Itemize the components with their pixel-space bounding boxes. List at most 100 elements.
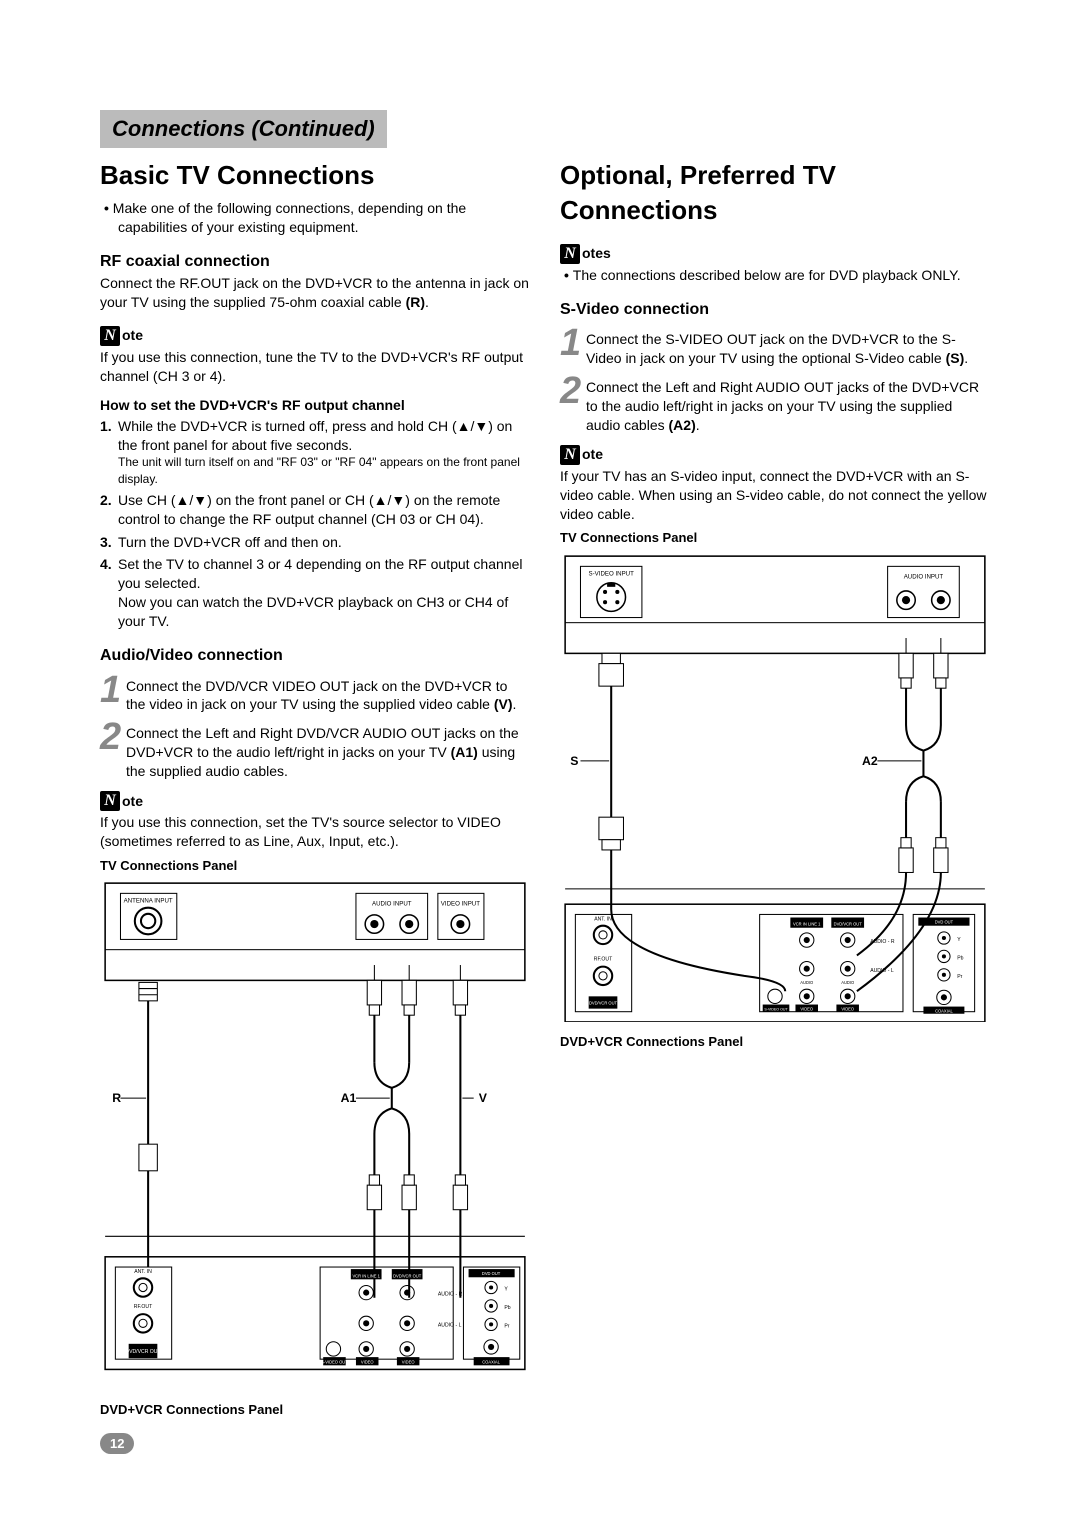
svg-text:DVD OUT: DVD OUT <box>935 920 954 925</box>
svg-text:DVD/VCR OUT: DVD/VCR OUT <box>589 1001 618 1006</box>
sv-step2-text: Connect the Left and Right AUDIO OUT jac… <box>586 376 990 435</box>
bignum-2-icon: 2 <box>100 722 126 781</box>
av-step-2: 2 Connect the Left and Right DVD/VCR AUD… <box>100 722 530 781</box>
svg-text:AUDIO INPUT: AUDIO INPUT <box>372 901 412 908</box>
sv-step-2: 2 Connect the Left and Right AUDIO OUT j… <box>560 376 990 435</box>
rf-body-bold: (R) <box>406 294 425 310</box>
page-header-bar: Connections (Continued) <box>100 110 387 148</box>
svg-text:ANT. IN: ANT. IN <box>594 917 612 923</box>
svg-text:Y: Y <box>957 937 961 943</box>
note1-badge: N ote <box>100 326 143 346</box>
note-icon: N <box>560 445 580 465</box>
svg-text:AUDIO INPUT: AUDIO INPUT <box>904 574 944 581</box>
svg-text:VCR IN LINE 1: VCR IN LINE 1 <box>793 922 821 927</box>
svg-text:DVD/VCR OUT: DVD/VCR OUT <box>834 922 863 927</box>
right-notes-list: The connections described below are for … <box>560 266 990 285</box>
sv-s1a: Connect the S-VIDEO OUT jack on the DVD+… <box>586 331 956 366</box>
rf-body-c: . <box>425 294 429 310</box>
svg-text:Pr: Pr <box>957 974 962 980</box>
svg-text:AUDIO: AUDIO <box>800 980 813 985</box>
rf-heading: RF coaxial connection <box>100 251 530 273</box>
notes-label: otes <box>582 244 611 263</box>
svg-text:A1: A1 <box>341 1092 357 1106</box>
svg-text:COAXIAL: COAXIAL <box>935 1009 953 1014</box>
av-s1a: Connect the DVD/VCR VIDEO OUT jack on th… <box>126 678 507 713</box>
left-intro-list: Make one of the following connections, d… <box>100 199 530 237</box>
av-step2-text: Connect the Left and Right DVD/VCR AUDIO… <box>126 722 530 781</box>
svg-text:VIDEO: VIDEO <box>361 1360 374 1365</box>
howto-step-4: 4.Set the TV to channel 3 or 4 depending… <box>118 555 530 631</box>
left-diagram: ANTENNA INPUT AUDIO INPUT VIDEO INPUT <box>100 878 530 1390</box>
av-heading: Audio/Video connection <box>100 645 530 667</box>
svg-text:AUDIO - R: AUDIO - R <box>438 1292 463 1298</box>
right-note-badge: N ote <box>560 445 603 465</box>
sv-s2b: (A2) <box>669 417 696 433</box>
content-columns: Basic TV Connections Make one of the fol… <box>100 158 990 1455</box>
howto-s4b: Now you can watch the DVD+VCR playback o… <box>118 593 530 631</box>
right-note-body: If your TV has an S-video input, connect… <box>560 467 990 524</box>
sv-s2c: . <box>696 417 700 433</box>
svg-text:S-VIDEO OUT: S-VIDEO OUT <box>764 1008 788 1012</box>
av-s1c: . <box>513 696 517 712</box>
bignum-2-icon: 2 <box>560 376 586 435</box>
svg-text:AUDIO - L: AUDIO - L <box>870 968 894 974</box>
howto-heading: How to set the DVD+VCR's RF output chann… <box>100 396 530 415</box>
svg-text:DVD/VCR OUT: DVD/VCR OUT <box>393 1274 422 1279</box>
svg-text:AUDIO - R: AUDIO - R <box>870 939 895 945</box>
howto-step-3: 3.Turn the DVD+VCR off and then on. <box>118 533 530 552</box>
left-intro-bullet: Make one of the following connections, d… <box>118 199 530 237</box>
svg-text:R: R <box>112 1092 121 1106</box>
right-title: Optional, Preferred TV Connections <box>560 158 990 228</box>
svg-text:S-VIDEO INPUT: S-VIDEO INPUT <box>589 571 635 578</box>
sv-s1c: . <box>964 350 968 366</box>
left-panel1-label: TV Connections Panel <box>100 857 530 875</box>
right-notes-bullet: The connections described below are for … <box>578 266 990 285</box>
bignum-1-icon: 1 <box>560 328 586 368</box>
right-diagram: S-VIDEO INPUT AUDIO INPUT S A2 <box>560 551 990 1022</box>
svg-text:COAXIAL: COAXIAL <box>482 1360 500 1365</box>
svg-text:Pb: Pb <box>957 956 963 962</box>
svg-text:VIDEO: VIDEO <box>841 1007 854 1012</box>
svg-text:S-VIDEO OUT: S-VIDEO OUT <box>321 1360 348 1365</box>
sv-step1-text: Connect the S-VIDEO OUT jack on the DVD+… <box>586 328 990 368</box>
av-step-1: 1 Connect the DVD/VCR VIDEO OUT jack on … <box>100 675 530 715</box>
howto-s2: Use CH (▲/▼) on the front panel or CH (▲… <box>118 492 500 527</box>
right-note-label: ote <box>582 445 603 464</box>
right-column: Optional, Preferred TV Connections N ote… <box>560 158 990 1455</box>
rf-body-a: Connect the RF.OUT jack on the DVD+VCR t… <box>100 275 529 310</box>
svg-text:Pr: Pr <box>504 1324 509 1330</box>
svg-text:S: S <box>570 754 578 768</box>
howto-s4: Set the TV to channel 3 or 4 depending o… <box>118 556 522 591</box>
notes-badge: N otes <box>560 244 611 264</box>
note1-body: If you use this connection, tune the TV … <box>100 348 530 386</box>
svg-text:ANT. IN: ANT. IN <box>134 1270 152 1276</box>
svg-text:ANTENNA INPUT: ANTENNA INPUT <box>124 898 173 905</box>
svg-text:RF.OUT: RF.OUT <box>134 1304 152 1310</box>
svg-text:RF.OUT: RF.OUT <box>594 957 612 963</box>
svg-text:AUDIO: AUDIO <box>841 980 854 985</box>
left-column: Basic TV Connections Make one of the fol… <box>100 158 530 1455</box>
svg-text:AUDIO - L: AUDIO - L <box>438 1323 462 1329</box>
left-title: Basic TV Connections <box>100 158 530 193</box>
note2-label: ote <box>122 792 143 811</box>
note2-body: If you use this connection, set the TV's… <box>100 813 530 851</box>
svg-text:V: V <box>479 1092 488 1106</box>
svg-text:VIDEO: VIDEO <box>800 1007 813 1012</box>
svg-text:VIDEO: VIDEO <box>402 1360 415 1365</box>
svg-text:Pb: Pb <box>504 1305 510 1311</box>
av-s2b: (A1) <box>451 744 478 760</box>
svg-text:Y: Y <box>504 1287 508 1293</box>
svg-text:A2: A2 <box>862 754 878 768</box>
svg-text:VCR IN LINE 1: VCR IN LINE 1 <box>352 1274 380 1279</box>
note-icon: N <box>560 244 580 264</box>
right-panel2-label: DVD+VCR Connections Panel <box>560 1033 990 1051</box>
svg-text:DVD/VCR OUT: DVD/VCR OUT <box>125 1349 160 1355</box>
rf-body: Connect the RF.OUT jack on the DVD+VCR t… <box>100 274 530 312</box>
note-icon: N <box>100 791 120 811</box>
note1-label: ote <box>122 326 143 345</box>
svg-text:VIDEO INPUT: VIDEO INPUT <box>441 901 480 908</box>
howto-s3: Turn the DVD+VCR off and then on. <box>118 534 342 550</box>
note-icon: N <box>100 326 120 346</box>
howto-steps: 1.While the DVD+VCR is turned off, press… <box>100 417 530 631</box>
page-number-badge: 12 <box>100 1433 134 1455</box>
